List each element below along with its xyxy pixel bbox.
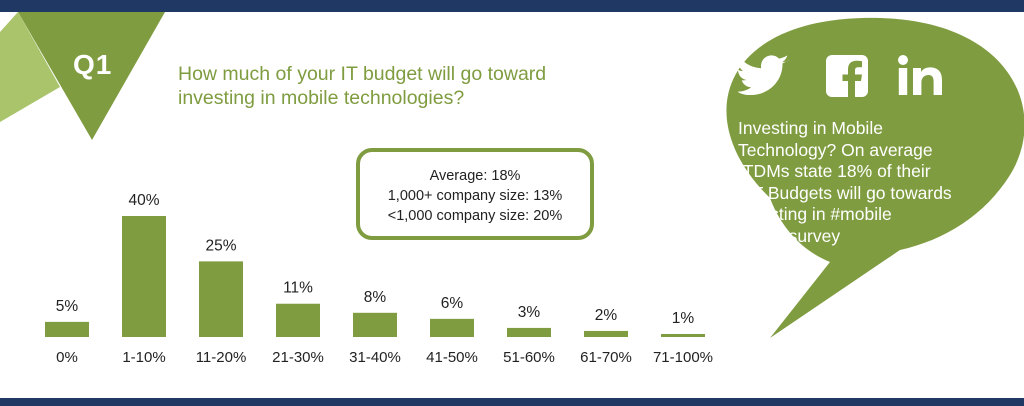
- twitter-icon[interactable]: [737, 55, 792, 100]
- summary-small-company: <1,000 company size: 20%: [387, 208, 563, 224]
- social-line: #IT Budgets will go towards: [738, 182, 952, 203]
- category-label: 71-100%: [653, 349, 713, 366]
- social-line: investing in #mobile: [738, 204, 892, 224]
- question-line-1: How much of your IT budget will go towar…: [178, 63, 547, 85]
- category-label: 31-40%: [349, 349, 401, 366]
- question-badge-triangle: [0, 12, 165, 140]
- category-label: 51-60%: [503, 349, 555, 366]
- summary-large-company: 1,000+ company size: 13%: [387, 188, 563, 204]
- bar-value-label: 25%: [205, 237, 236, 254]
- bar-41-50%: [430, 318, 474, 337]
- social-line: ITDMs state 18% of their: [738, 161, 931, 181]
- bottom-border: [0, 398, 1024, 406]
- bar-value-label: 40%: [128, 192, 159, 209]
- category-label: 41-50%: [426, 349, 478, 366]
- question-text: How much of your IT budget will go towar…: [178, 62, 598, 110]
- bar-71-100%: [661, 333, 705, 337]
- question-line-2: investing in mobile technologies?: [178, 87, 465, 109]
- bar-value-label: 6%: [441, 295, 464, 312]
- bar-31-40%: [353, 312, 397, 337]
- bar-21-30%: [276, 303, 320, 337]
- category-label: 0%: [56, 349, 78, 366]
- bar-1-10%: [122, 216, 166, 337]
- top-border: [0, 0, 1024, 12]
- summary-box: Average: 18% 1,000+ company size: 13% <1…: [356, 148, 594, 240]
- bar-value-label: 2%: [595, 307, 618, 324]
- category-label: 21-30%: [272, 349, 324, 366]
- question-number: Q1: [73, 49, 113, 80]
- bar-11-20%: [199, 261, 243, 337]
- category-label: 61-70%: [580, 349, 632, 366]
- summary-average: Average: 18%: [429, 168, 521, 184]
- social-line: #SOTIsurvey: [738, 225, 841, 246]
- bar-0%: [45, 321, 89, 337]
- category-label: 11-20%: [196, 349, 247, 366]
- bar-61-70%: [584, 330, 628, 337]
- category-label: 1-10%: [122, 349, 165, 366]
- bar-value-label: 11%: [283, 280, 313, 297]
- social-message: Investing in Mobile Technology? On avera…: [738, 118, 1008, 247]
- bar-value-label: 1%: [672, 310, 695, 327]
- social-line: Technology? On average: [738, 139, 933, 160]
- bar-value-label: 5%: [56, 298, 79, 315]
- social-line: Investing in Mobile: [738, 118, 883, 138]
- bar-value-label: 3%: [518, 304, 541, 321]
- facebook-icon[interactable]: [826, 55, 868, 102]
- bar-51-60%: [507, 327, 551, 337]
- linkedin-icon[interactable]: [898, 55, 942, 100]
- bar-value-label: 8%: [364, 289, 387, 306]
